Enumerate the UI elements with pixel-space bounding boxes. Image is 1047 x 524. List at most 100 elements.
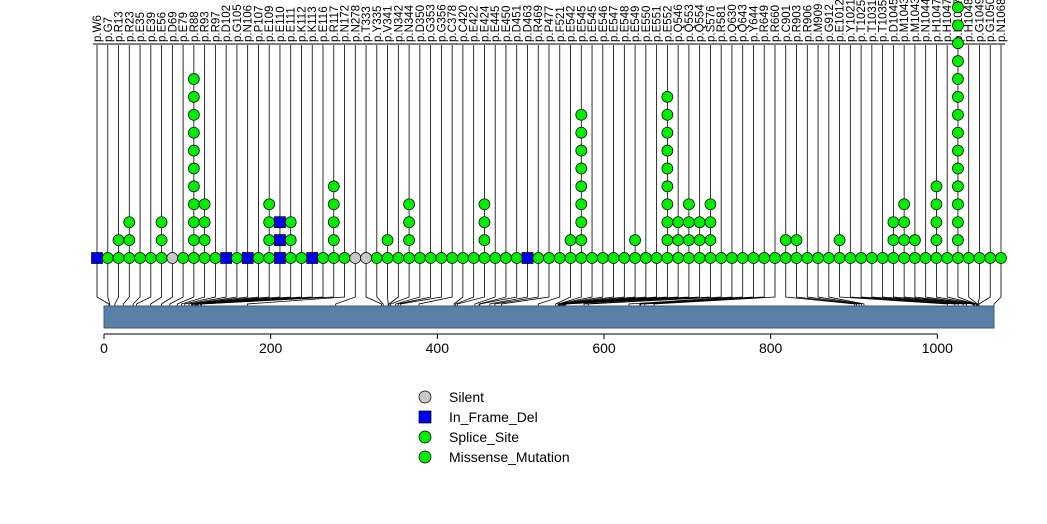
- mutation-point: [952, 37, 964, 50]
- mutation-point: [909, 252, 921, 264]
- mutation-point: [489, 252, 502, 264]
- mutation-point: [188, 234, 200, 246]
- mutation-point: [640, 252, 652, 264]
- mutation-label: p.V341: [383, 6, 395, 42]
- mutation-label: p.N344: [404, 4, 416, 42]
- mutation-point: [801, 252, 814, 264]
- mutation-stem: [478, 45, 507, 328]
- mutation-label: p.E56: [157, 12, 169, 42]
- mutation-point: [188, 162, 200, 175]
- mutation-point: [952, 162, 964, 175]
- mutation-label: p.D69: [167, 11, 179, 42]
- mutation-label: p.E542: [566, 6, 578, 42]
- mutation-stem: [628, 45, 733, 328]
- mutation-point: [672, 216, 684, 229]
- mutation-label: p.N172: [340, 5, 352, 42]
- mutation-point: [252, 252, 265, 264]
- mutation-label: p.G1050: [985, 0, 997, 42]
- mutation-stem: [806, 45, 860, 328]
- mutation-point: [274, 252, 286, 264]
- mutation-point: [575, 234, 588, 246]
- mutation-point: [403, 252, 415, 264]
- mutation-point: [898, 216, 910, 229]
- mutation-point: [220, 252, 232, 264]
- mutation-point: [661, 216, 674, 229]
- mutation-point: [327, 216, 340, 229]
- mutation-point: [510, 252, 523, 264]
- mutation-point: [661, 162, 674, 175]
- mutation-stem: [107, 45, 111, 328]
- mutation-point: [618, 252, 631, 264]
- mutation-label: p.Q643: [738, 4, 750, 42]
- mutation-stem: [860, 45, 959, 328]
- mutation-point: [930, 216, 943, 229]
- mutation-label: p.E551: [652, 6, 664, 42]
- mutation-point: [952, 216, 964, 229]
- mutation-label: p.D451: [512, 5, 524, 42]
- legend-swatch: [418, 450, 432, 464]
- mutation-point: [414, 252, 426, 264]
- mutation-point: [887, 216, 900, 229]
- mutation-label: p.E545: [587, 6, 599, 42]
- mutation-point: [704, 216, 717, 229]
- mutation-point: [887, 234, 900, 246]
- mutation-label: p.W6: [92, 15, 104, 42]
- mutation-point: [596, 252, 609, 264]
- mutation-stem: [390, 45, 410, 328]
- mutation-point: [952, 73, 964, 85]
- mutation-point: [403, 198, 415, 211]
- x-tick-label: 200: [259, 340, 283, 356]
- mutation-label: p.E111: [286, 7, 298, 42]
- mutation-label: p.E35: [135, 12, 147, 42]
- mutation-label: p.G353: [426, 4, 438, 42]
- mutation-label: p.Y1021: [845, 0, 857, 42]
- mutation-point: [424, 252, 437, 264]
- mutation-label: p.Q554: [695, 4, 707, 42]
- mutation-point: [575, 216, 588, 229]
- mutation-point: [790, 252, 803, 264]
- mutation-point: [327, 198, 340, 211]
- mutation-point: [758, 252, 771, 264]
- mutation-point: [952, 91, 964, 103]
- mutation-label: p.C420: [458, 5, 470, 42]
- mutation-point: [952, 198, 964, 211]
- mutation-point: [575, 198, 588, 211]
- mutation-label: p.M1043: [899, 0, 911, 42]
- mutation-stem: [196, 45, 302, 328]
- mutation-label: p.R469: [533, 5, 545, 42]
- mutation-label: p.E110: [275, 6, 287, 42]
- mutation-stem: [196, 45, 292, 328]
- mutation-point: [952, 234, 964, 246]
- mutation-point: [661, 108, 674, 121]
- mutation-point: [747, 252, 760, 264]
- mutation-label: p.K113: [307, 6, 319, 42]
- mutation-label: p.N106: [243, 5, 255, 42]
- mutation-stem: [397, 45, 432, 328]
- mutation-label: p.E39: [146, 12, 158, 42]
- mutation-point: [198, 234, 211, 246]
- mutation-point: [575, 180, 588, 193]
- mutation-stem: [191, 45, 249, 328]
- mutation-point: [973, 252, 986, 264]
- mutation-label: p.S576: [705, 6, 717, 42]
- mutation-label: p.T1031: [867, 0, 879, 42]
- mutation-label: p.E549: [630, 6, 642, 42]
- mutation-stem: [136, 45, 152, 328]
- mutation-label: p.E546: [598, 6, 610, 42]
- mutation-point: [952, 1, 964, 14]
- mutation-stem: [453, 45, 464, 328]
- mutation-point: [683, 252, 695, 264]
- mutation-point: [833, 252, 846, 264]
- mutation-point: [435, 252, 448, 264]
- mutation-stem: [114, 45, 119, 328]
- mutation-point: [188, 126, 200, 139]
- mutation-label: p.E422: [469, 6, 481, 42]
- mutation-point: [327, 252, 340, 264]
- mutation-label: p.T1035: [878, 0, 890, 42]
- mutation-point: [629, 234, 641, 246]
- mutation-point: [188, 144, 200, 157]
- mutation-point: [112, 234, 125, 246]
- mutation-point: [952, 252, 964, 264]
- mutation-point: [575, 144, 588, 157]
- connector-lines: [93, 43, 1005, 328]
